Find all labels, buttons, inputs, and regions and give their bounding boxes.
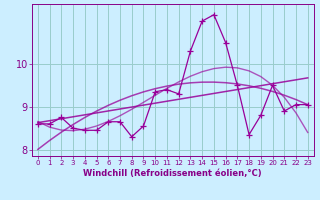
X-axis label: Windchill (Refroidissement éolien,°C): Windchill (Refroidissement éolien,°C) (84, 169, 262, 178)
